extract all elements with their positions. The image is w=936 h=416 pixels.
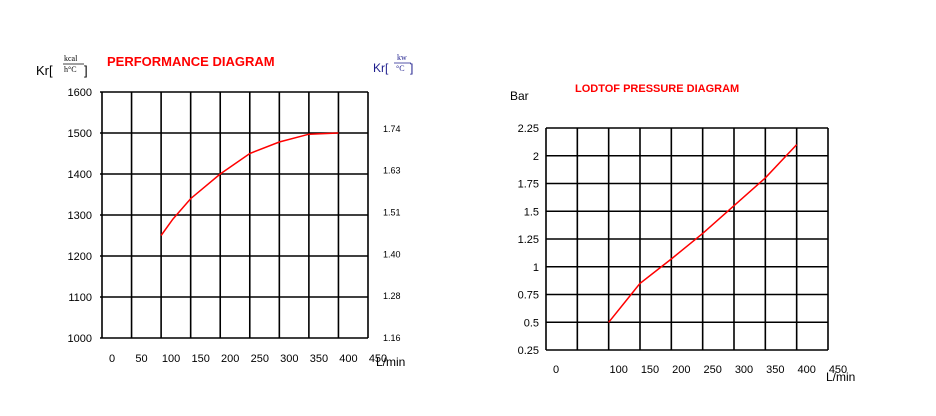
y-tick-label: 2.25 [518, 123, 539, 135]
performance-y2-unit-numerator: kw [397, 53, 407, 62]
x-tick-label: 300 [280, 353, 298, 365]
y-tick-label: 1400 [68, 169, 92, 181]
performance-grid [100, 91, 369, 339]
x-tick-label: 200 [672, 364, 690, 376]
performance-y2-label-close: ] [410, 61, 413, 75]
performance-y-label-close: ] [84, 63, 88, 78]
x-tick-label: 350 [766, 364, 784, 376]
x-tick-label: 0 [109, 353, 115, 365]
x-tick-label: 150 [641, 364, 659, 376]
pressure-x-ticks: 0 100 150 200 250 300 350 400 450 [553, 364, 847, 376]
performance-y-unit-denominator: h°C [64, 65, 77, 74]
pressure-chart-title: LODTOF PRESSURE DIAGRAM [575, 83, 739, 95]
performance-series-line [160, 132, 339, 236]
performance-y2-label: Kr[ [373, 61, 389, 75]
x-tick-label: 400 [339, 353, 357, 365]
y-tick-label: 0.5 [524, 317, 539, 329]
y-tick-label: 1200 [68, 251, 92, 263]
pressure-series-line [608, 144, 798, 323]
y2-tick-label: 1.74 [383, 124, 401, 134]
x-tick-label: 0 [553, 364, 559, 376]
y-tick-label: 1.25 [518, 234, 539, 246]
y-tick-label: 1 [533, 262, 539, 274]
x-tick-label: 250 [703, 364, 721, 376]
y-tick-label: 1100 [68, 292, 92, 304]
y-tick-label: 1300 [68, 210, 92, 222]
performance-x-label: L/min [376, 355, 405, 369]
y-tick-label: 1600 [68, 87, 92, 99]
y-tick-label: 0.25 [518, 345, 539, 357]
y-tick-label: 2 [533, 151, 539, 163]
y-tick-label: 1.5 [524, 206, 539, 218]
x-tick-label: 450 [829, 364, 847, 376]
x-tick-label: 100 [609, 364, 627, 376]
x-tick-label: 250 [251, 353, 269, 365]
pressure-y-label: Bar [510, 89, 529, 103]
y2-tick-label: 1.63 [383, 166, 401, 176]
x-tick-label: 50 [135, 353, 147, 365]
performance-chart-title: PERFORMANCE DIAGRAM [107, 54, 275, 69]
y-tick-label: 0.75 [518, 290, 539, 302]
performance-y-label: Kr[ [36, 63, 53, 78]
y-tick-label: 1.75 [518, 179, 539, 191]
x-tick-label: 100 [162, 353, 180, 365]
y2-tick-label: 1.16 [383, 333, 401, 343]
performance-x-ticks: 0 50 100 150 200 250 300 350 400 450 [109, 353, 387, 365]
x-tick-label: 400 [797, 364, 815, 376]
performance-y2-ticks: 1.74 1.63 1.51 1.40 1.28 1.16 [383, 124, 401, 343]
x-tick-label: 300 [735, 364, 753, 376]
performance-y2-unit-denominator: °C [396, 64, 405, 73]
x-tick-label: 150 [191, 353, 209, 365]
pressure-y-ticks: 2.25 2 1.75 1.5 1.25 1 0.75 0.5 0.25 [518, 123, 539, 357]
performance-chart: PERFORMANCE DIAGRAM Kr[ kcal h°C ] Kr[ k… [36, 53, 413, 369]
pressure-x-label: L/min [826, 370, 855, 384]
x-tick-label: 350 [310, 353, 328, 365]
y-tick-label: 1000 [68, 333, 92, 345]
y-tick-label: 1500 [68, 128, 92, 140]
performance-y-ticks: 1600 1500 1400 1300 1200 1100 1000 [68, 87, 92, 345]
pressure-grid [545, 127, 829, 351]
y2-tick-label: 1.28 [383, 291, 401, 301]
x-tick-label: 450 [369, 353, 387, 365]
y2-tick-label: 1.40 [383, 249, 401, 259]
pressure-chart: LODTOF PRESSURE DIAGRAM Bar 2.25 2 1.75 1.5… [510, 83, 855, 384]
y2-tick-label: 1.51 [383, 208, 401, 218]
x-tick-label: 200 [221, 353, 239, 365]
performance-y-unit-numerator: kcal [64, 54, 78, 63]
